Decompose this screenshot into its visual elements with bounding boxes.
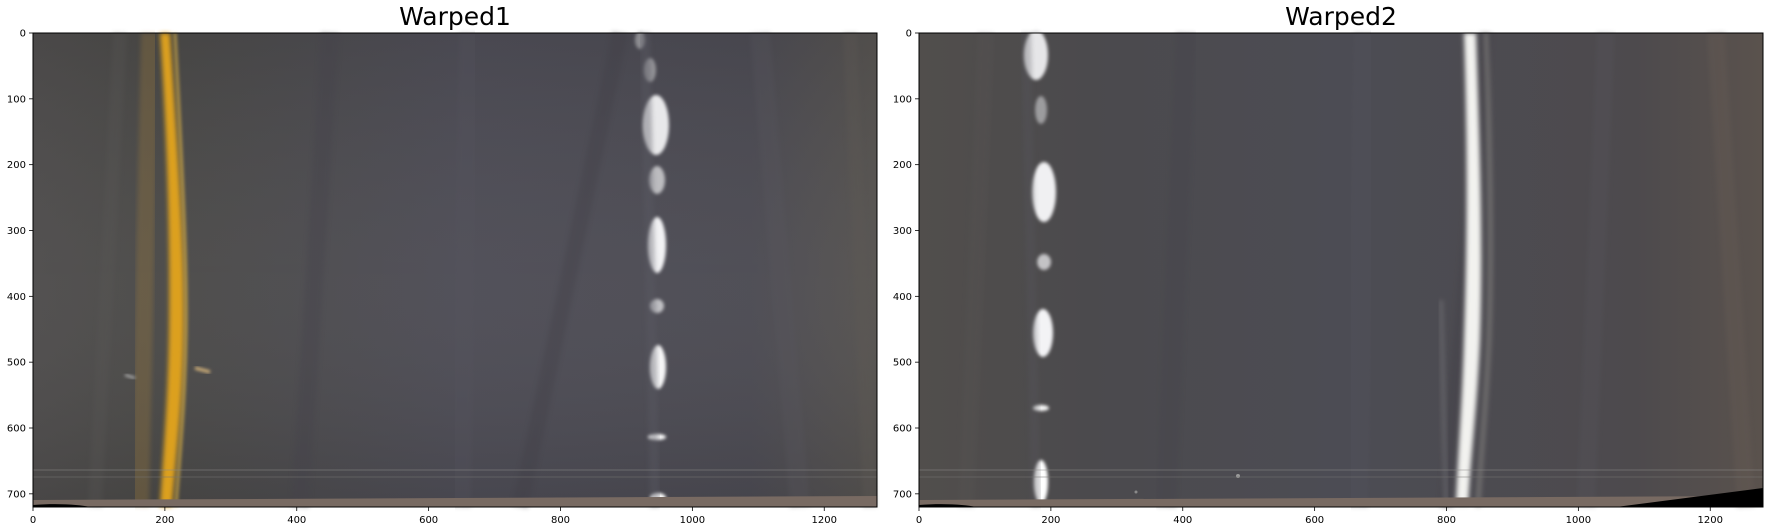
x-tick-label: 800 — [1437, 515, 1456, 526]
y-tick-label: 700 — [893, 489, 912, 500]
x-tick-label: 800 — [551, 515, 570, 526]
y-tick-label: 300 — [7, 226, 26, 237]
x-tick-label: 0 — [30, 515, 36, 526]
warped-road-image — [919, 30, 1763, 508]
y-tick-label: 300 — [893, 226, 912, 237]
x-tick-label: 400 — [287, 515, 306, 526]
x-tick-label: 1000 — [1566, 515, 1591, 526]
x-tick-label: 1200 — [812, 515, 837, 526]
axis-ticks: 0 200 400 600 800 1000 1200 0 100 200 300 400 500 600… — [893, 29, 1723, 527]
y-tick-label: 400 — [893, 292, 912, 303]
x-tick-label: 200 — [1041, 515, 1060, 526]
y-tick-label: 200 — [893, 160, 912, 171]
x-tick-label: 1000 — [680, 515, 705, 526]
y-tick-label: 700 — [7, 489, 26, 500]
y-tick-label: 0 — [906, 29, 912, 40]
y-tick-label: 100 — [7, 94, 26, 105]
right-lane-line — [1456, 33, 1482, 507]
y-tick-label: 500 — [893, 358, 912, 369]
warped-road-image — [33, 31, 877, 509]
left-lane-line — [160, 33, 185, 507]
image-axes: 0 200 400 600 800 1000 1200 0 100 200 300 400 500 600… — [7, 29, 878, 527]
x-tick-label: 600 — [1305, 515, 1324, 526]
image-axes: 0 200 400 600 800 1000 1200 0 100 200 300 400 500 600… — [893, 29, 1764, 527]
x-tick-label: 600 — [419, 515, 438, 526]
panel-title: Warped2 — [1285, 2, 1397, 31]
x-tick-label: 1200 — [1698, 515, 1723, 526]
y-tick-label: 600 — [893, 424, 912, 435]
panel-title: Warped1 — [399, 2, 511, 31]
x-tick-label: 0 — [916, 515, 922, 526]
y-tick-label: 500 — [7, 358, 26, 369]
y-tick-label: 0 — [20, 29, 26, 40]
x-tick-label: 400 — [1173, 515, 1192, 526]
y-tick-label: 600 — [7, 424, 26, 435]
y-tick-label: 200 — [7, 160, 26, 171]
axis-ticks: 0 200 400 600 800 1000 1200 0 100 200 300 400 500 600… — [7, 29, 837, 527]
y-tick-label: 100 — [893, 94, 912, 105]
x-tick-label: 200 — [155, 515, 174, 526]
y-tick-label: 400 — [7, 292, 26, 303]
